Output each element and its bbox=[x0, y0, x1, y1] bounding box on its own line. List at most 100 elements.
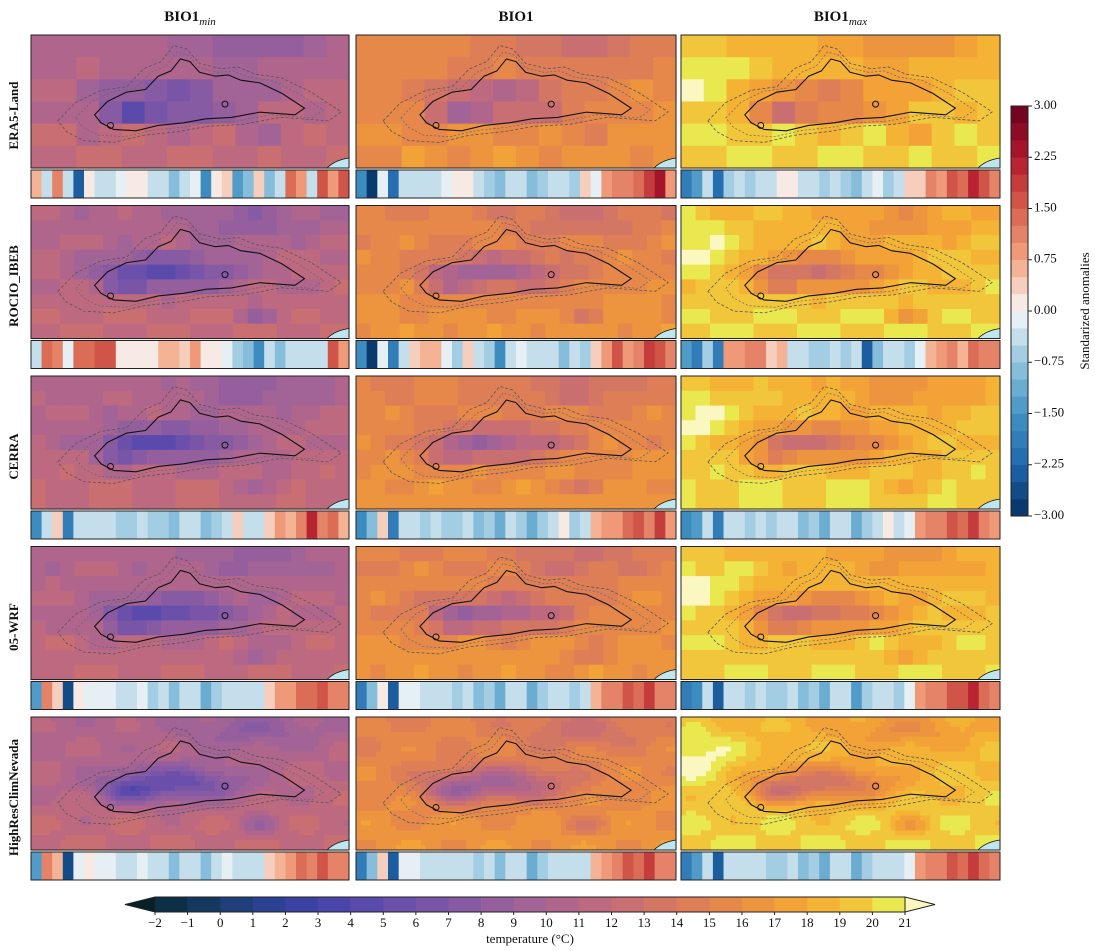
map-cell bbox=[421, 776, 427, 782]
map-cell bbox=[768, 546, 784, 562]
map-cell bbox=[724, 376, 740, 392]
map-cell bbox=[150, 790, 156, 797]
map-cell bbox=[376, 825, 382, 831]
map-cell bbox=[401, 840, 407, 846]
map-cell bbox=[545, 494, 561, 510]
map-cell bbox=[391, 835, 397, 841]
map-cell bbox=[457, 323, 473, 340]
map-cell bbox=[274, 835, 281, 841]
stripe bbox=[744, 511, 756, 539]
map-cell bbox=[155, 771, 161, 777]
map-cell bbox=[446, 825, 452, 831]
stripe bbox=[327, 170, 339, 198]
map-cell bbox=[884, 561, 900, 577]
map-cell bbox=[279, 761, 286, 767]
map-cell bbox=[259, 845, 266, 851]
map-cell bbox=[913, 561, 929, 577]
map-cell bbox=[334, 766, 340, 772]
map-cell bbox=[370, 308, 386, 325]
map-cell bbox=[130, 771, 136, 777]
map-cell bbox=[85, 805, 92, 812]
map-cell bbox=[88, 420, 104, 436]
map-cell bbox=[279, 736, 286, 743]
map-cell bbox=[294, 781, 300, 787]
map-cell bbox=[190, 664, 206, 681]
map-cell bbox=[35, 835, 42, 841]
map-cell bbox=[161, 294, 177, 310]
map-cell bbox=[74, 235, 90, 251]
map-cell bbox=[274, 795, 281, 802]
map-cell bbox=[161, 664, 177, 681]
map-cell bbox=[334, 771, 340, 777]
map-cell bbox=[559, 449, 575, 466]
map-cell bbox=[898, 494, 914, 510]
map-cell bbox=[214, 726, 221, 733]
map-cell bbox=[661, 294, 677, 310]
map-cell bbox=[31, 731, 37, 738]
map-cell bbox=[299, 795, 305, 802]
map-cell bbox=[385, 649, 401, 666]
map-cell bbox=[443, 264, 459, 280]
stripe bbox=[893, 340, 905, 369]
map-cell bbox=[276, 449, 292, 466]
stripe bbox=[914, 340, 926, 369]
map-cell bbox=[326, 57, 350, 80]
stripe bbox=[94, 511, 106, 539]
map-cell bbox=[320, 590, 336, 607]
map-cell bbox=[45, 731, 52, 738]
map-cell bbox=[120, 825, 127, 831]
map-cell bbox=[530, 605, 546, 621]
map-cell bbox=[695, 605, 711, 621]
map-cell bbox=[305, 649, 321, 666]
map-cell bbox=[247, 323, 263, 340]
map-cell bbox=[681, 220, 697, 236]
stripe bbox=[712, 511, 724, 539]
map-cell bbox=[190, 449, 206, 466]
map-cell bbox=[135, 781, 141, 787]
map-cell bbox=[75, 736, 82, 743]
map-cell bbox=[329, 741, 335, 748]
map-cell bbox=[501, 576, 517, 592]
map-cell bbox=[276, 620, 292, 636]
map-cell bbox=[414, 405, 430, 421]
map-cell bbox=[476, 830, 482, 836]
map-cell bbox=[661, 390, 677, 407]
map-cell bbox=[314, 795, 320, 802]
map-cell bbox=[431, 835, 437, 841]
stripe bbox=[787, 170, 799, 198]
map-cell bbox=[319, 835, 325, 841]
map-cell bbox=[530, 264, 546, 280]
map-cell bbox=[956, 205, 972, 221]
map-cell bbox=[105, 721, 112, 728]
map-cell bbox=[431, 825, 437, 831]
map-cell bbox=[977, 101, 1001, 125]
map-cell bbox=[291, 249, 307, 266]
map-cell bbox=[85, 756, 92, 762]
map-cell bbox=[190, 405, 206, 421]
map-cell bbox=[276, 390, 292, 407]
map-cell bbox=[85, 721, 92, 728]
map-cell bbox=[204, 590, 220, 607]
map-cell bbox=[130, 805, 136, 812]
map-cell bbox=[234, 840, 241, 846]
map-cell bbox=[175, 746, 181, 753]
map-cell bbox=[436, 717, 442, 723]
stripe bbox=[126, 852, 138, 880]
map-cell bbox=[204, 279, 220, 295]
map-cell bbox=[406, 810, 412, 817]
map-cell bbox=[233, 649, 249, 666]
map-cell bbox=[486, 561, 503, 577]
map-cell bbox=[486, 635, 503, 651]
map-cell bbox=[501, 279, 517, 295]
stripe bbox=[829, 681, 841, 710]
map-cell bbox=[244, 790, 251, 797]
map-cell bbox=[443, 449, 459, 466]
map-cell bbox=[436, 741, 442, 748]
stripe bbox=[366, 340, 378, 369]
map-cell bbox=[863, 79, 887, 103]
map-cell bbox=[451, 717, 457, 723]
map-cell bbox=[274, 810, 281, 817]
map-cell bbox=[190, 605, 206, 621]
map-cell bbox=[319, 845, 325, 851]
map-cell bbox=[175, 294, 191, 310]
